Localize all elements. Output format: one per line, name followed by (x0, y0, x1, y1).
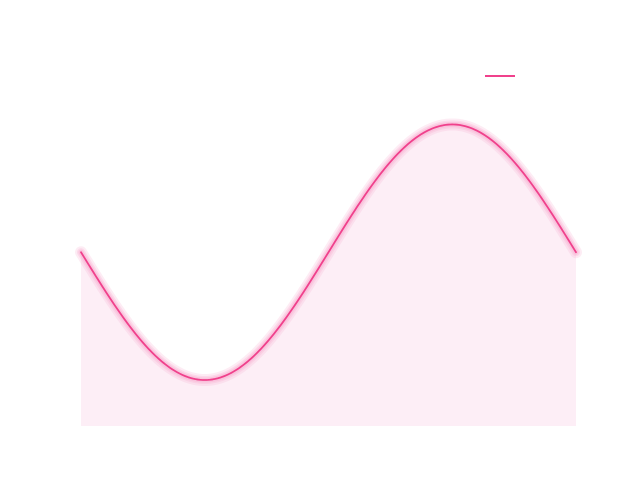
series-line (80, 123, 577, 381)
series-area-fill (81, 124, 576, 426)
plot-area (75, 118, 582, 426)
